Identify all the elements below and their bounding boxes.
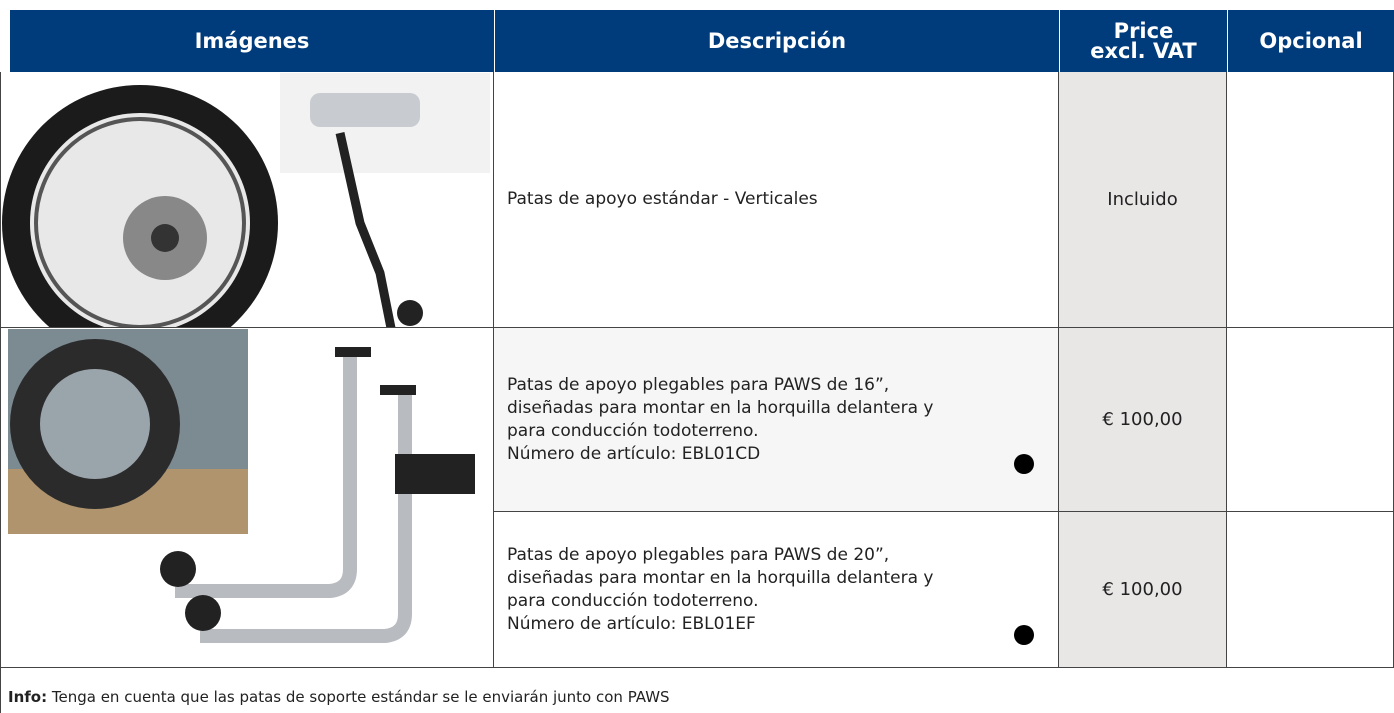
bullet [1014, 625, 1034, 645]
description-line: Número de artículo: EBL01CD [507, 443, 761, 464]
legs-image [8, 328, 475, 643]
description-cell: Patas de apoyo estándar - Verticales [494, 72, 1059, 328]
info: Info: Tenga en cuenta que las patas de s… [0, 668, 1394, 713]
header-cell: Descripción [494, 10, 1059, 72]
price-cell: € 100,00 [1059, 328, 1227, 512]
optional-cell [1227, 72, 1394, 328]
description-line: para conducción todoterreno. [507, 420, 759, 441]
price-cell: Incluido [1059, 72, 1227, 328]
header-cell: Opcional [1227, 10, 1394, 72]
bullet [1014, 454, 1034, 474]
description-cell: Patas de apoyo plegables para PAWS de 16… [494, 328, 1059, 512]
description-line: Número de artículo: EBL01EF [507, 613, 756, 634]
description-cell: Patas de apoyo plegables para PAWS de 20… [494, 512, 1059, 668]
optional-cell [1227, 512, 1394, 668]
info-text: Tenga en cuenta que las patas de soporte… [51, 688, 670, 706]
image-cell [0, 72, 494, 328]
description-line: diseñadas para montar en la horquilla de… [507, 567, 934, 588]
image-cell [0, 328, 494, 668]
price-cell: € 100,00 [1059, 512, 1227, 668]
description-line: para conducción todoterreno. [507, 590, 759, 611]
border [0, 72, 1, 713]
description-line: diseñadas para montar en la horquilla de… [507, 397, 934, 418]
wheel-image [2, 72, 490, 327]
header-line: excl. VAT [1090, 39, 1197, 63]
info-label: Info: [8, 688, 48, 706]
header-line: Price [1113, 19, 1174, 43]
description-line: Patas de apoyo plegables para PAWS de 16… [507, 374, 890, 395]
header-cell: Imágenes [10, 10, 494, 72]
description-line: Patas de apoyo plegables para PAWS de 20… [507, 544, 890, 565]
header-cell: Price excl. VAT [1059, 10, 1227, 72]
optional-cell [1227, 328, 1394, 512]
description-line: Patas de apoyo estándar - Verticales [507, 189, 818, 209]
